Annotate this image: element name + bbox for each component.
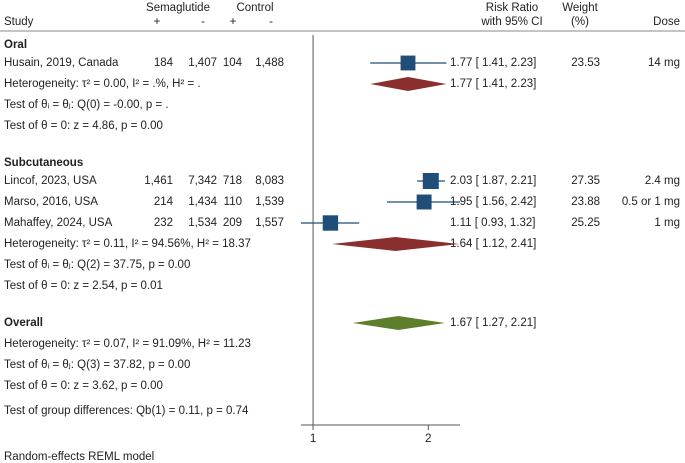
treatment-pos: 232 [154, 217, 173, 229]
ci-label: 2.03 [ 1.87, 2.21] [450, 175, 536, 187]
dose: 0.5 or 1 mg [622, 196, 680, 208]
heterogeneity: Heterogeneity: τ² = 0.11, I² = 94.56%, H… [4, 238, 251, 250]
study-name: Marso, 2016, USA [4, 196, 98, 208]
ci-label: 1.77 [ 1.41, 2.23] [450, 57, 536, 69]
test-homogeneity: Test of θᵢ = θⱼ: Q(2) = 37.75, p = 0.00 [4, 259, 190, 271]
ci-label: 1.11 [ 0.93, 1.32] [450, 217, 535, 229]
control-pos: 209 [223, 217, 242, 229]
header-weight-sub: (%) [571, 16, 589, 28]
ci-label: 1.77 [ 1.41, 2.23] [450, 78, 536, 90]
group-difference: Test of group differences: Qb(1) = 0.11,… [4, 405, 249, 417]
treatment-neg: 1,434 [188, 196, 217, 208]
study-square [422, 173, 439, 189]
study-name: Mahaffey, 2024, USA [4, 217, 113, 229]
ci-label: 1.67 [ 1.27, 2.21] [450, 317, 536, 329]
dose: 14 mg [648, 57, 680, 69]
treatment-neg: 1,407 [188, 57, 217, 69]
control-neg: 1,539 [255, 196, 284, 208]
study-square [416, 194, 432, 210]
x-tick-label: 2 [425, 433, 431, 445]
test-effect: Test of θ = 0: z = 3.62, p = 0.00 [4, 380, 163, 392]
study-square [400, 55, 416, 71]
header-weight: Weight [562, 2, 598, 14]
header-study: Study [4, 16, 34, 28]
header-effect: Risk Ratio [486, 2, 538, 14]
test-homogeneity: Test of θᵢ = θⱼ: Q(0) = -0.00, p = . [4, 99, 169, 111]
control-pos: 110 [224, 196, 242, 208]
ci-label: 1.95 [ 1.56, 2.42] [450, 196, 536, 208]
dose: 2.4 mg [645, 175, 680, 187]
header-dose: Dose [653, 16, 680, 28]
header-control-neg: - [269, 16, 273, 28]
study-name: Lincof, 2023, USA [4, 175, 97, 187]
treatment-neg: 7,342 [188, 175, 217, 187]
header-effect-sub: with 95% CI [480, 16, 542, 28]
test-homogeneity: Test of θᵢ = θⱼ: Q(3) = 37.82, p = 0.00 [4, 359, 190, 371]
heterogeneity: Heterogeneity: τ² = 0.00, I² = .%, H² = … [4, 78, 201, 90]
treatment-neg: 1,534 [188, 217, 217, 229]
study-name: Husain, 2019, Canada [4, 57, 119, 69]
treatment-pos: 214 [154, 196, 174, 208]
summary-diamond [370, 77, 447, 91]
overall-label: Overall [4, 317, 43, 329]
test-effect: Test of θ = 0: z = 4.86, p = 0.00 [4, 120, 163, 132]
ci-label: 1.64 [ 1.12, 2.41] [450, 238, 536, 250]
control-pos: 104 [223, 57, 243, 69]
control-pos: 718 [223, 175, 242, 187]
summary-diamond [331, 237, 460, 251]
control-neg: 8,083 [255, 175, 284, 187]
group-label: Oral [4, 39, 27, 51]
header-treatment-neg: - [201, 16, 205, 28]
weight: 27.35 [571, 175, 600, 187]
heterogeneity: Heterogeneity: τ² = 0.07, I² = 91.09%, H… [4, 338, 251, 350]
treatment-pos: 1,461 [144, 175, 173, 187]
header-treatment: Semaglutide [146, 2, 210, 14]
weight: 23.53 [571, 57, 600, 69]
control-neg: 1,488 [255, 57, 284, 69]
study-square [322, 215, 339, 231]
header-treatment-pos: + [154, 16, 161, 28]
weight: 23.88 [571, 196, 600, 208]
treatment-pos: 184 [154, 57, 174, 69]
control-neg: 1,557 [255, 217, 284, 229]
header-control: Control [236, 2, 273, 14]
group-label: Subcutaneous [4, 157, 83, 169]
dose: 1 mg [654, 217, 680, 229]
test-effect: Test of θ = 0: z = 2.54, p = 0.01 [4, 280, 163, 292]
header-control-pos: + [230, 16, 237, 28]
weight: 25.25 [571, 217, 600, 229]
footnote: Random-effects REML model [4, 451, 154, 463]
x-tick-label: 1 [310, 433, 316, 445]
summary-diamond [352, 316, 445, 330]
